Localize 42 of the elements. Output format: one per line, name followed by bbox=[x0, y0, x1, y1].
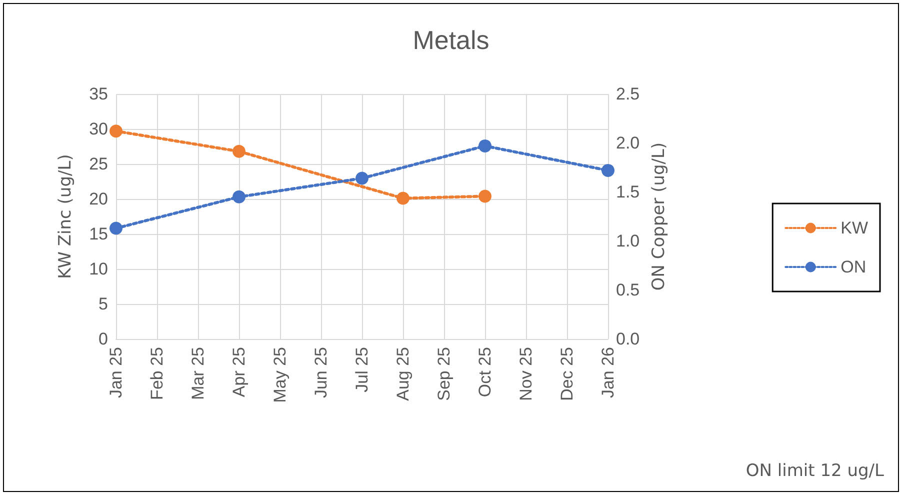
x-tick-label: Feb 25 bbox=[148, 347, 166, 400]
x-tick-label: Dec 25 bbox=[558, 347, 576, 401]
x-tick-label: Jul 25 bbox=[352, 347, 372, 392]
y-tick-label: 20 bbox=[89, 190, 108, 208]
x-tick-label: Mar 25 bbox=[188, 347, 208, 400]
y-axis-title: KW Zinc (ug/L) bbox=[56, 154, 76, 279]
y2-tick-label: 0.5 bbox=[616, 280, 640, 300]
y-tick-label: 25 bbox=[89, 154, 108, 174]
y2-tick-label: 1.5 bbox=[616, 182, 640, 202]
text: ON limit 12 ug/L bbox=[746, 461, 884, 481]
x-tick-label: Jun 25 bbox=[312, 347, 330, 398]
y-tick-label: 0 bbox=[98, 330, 108, 348]
y2-tick-label: 1.0 bbox=[616, 232, 640, 250]
point bbox=[110, 222, 122, 235]
point bbox=[356, 172, 368, 185]
y2-tick-label: 2.0 bbox=[616, 134, 640, 152]
point bbox=[478, 190, 492, 203]
point bbox=[232, 190, 246, 204]
y-tick-label: 30 bbox=[89, 120, 108, 138]
y2-tick-label: 0.0 bbox=[616, 330, 640, 348]
x-tick-label: Apr 25 bbox=[230, 347, 248, 398]
x-tick-label: Aug 25 bbox=[394, 347, 412, 401]
y-tick-label: 15 bbox=[89, 224, 108, 244]
legend-label: ON bbox=[840, 258, 866, 276]
x-tick-label: Jan 25 bbox=[106, 347, 126, 398]
point bbox=[602, 164, 614, 177]
point bbox=[396, 192, 410, 205]
point bbox=[478, 139, 492, 152]
x-tick-label: Sep 25 bbox=[434, 347, 454, 401]
y2-tick-label: 2.5 bbox=[616, 84, 640, 104]
point bbox=[110, 124, 122, 138]
x-tick-label: Jan 26 bbox=[598, 347, 618, 398]
y-tick-label: 5 bbox=[98, 294, 108, 314]
point bbox=[232, 144, 246, 158]
x-tick-label: Oct 25 bbox=[476, 347, 494, 398]
y-tick-label: 35 bbox=[89, 84, 108, 104]
chart-title: Metals bbox=[412, 25, 490, 55]
y-tick-label: 10 bbox=[89, 260, 108, 278]
x-tick-label: May 25 bbox=[270, 347, 290, 403]
x-tick-label: Nov 25 bbox=[516, 347, 536, 401]
y2-axis-title: ON Copper (ug/L) bbox=[649, 142, 670, 291]
legend-label: KW bbox=[840, 218, 868, 238]
